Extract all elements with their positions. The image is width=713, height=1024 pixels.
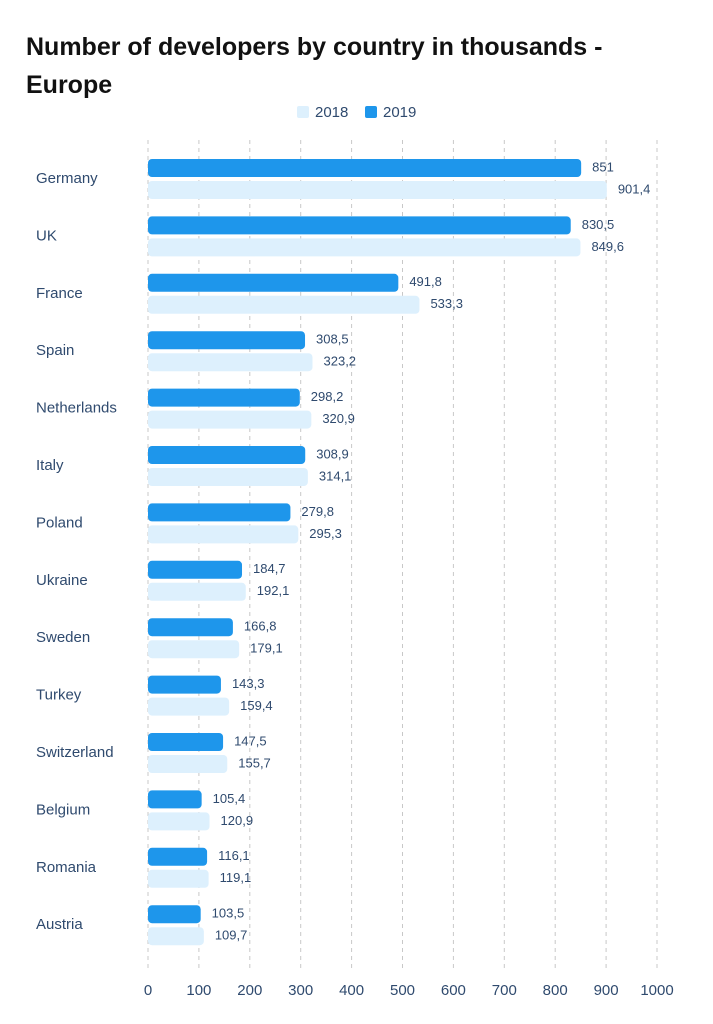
x-tick-label: 200 (237, 982, 262, 999)
value-label: 143,3 (232, 676, 265, 691)
x-tick-label: 800 (543, 982, 568, 999)
x-tick-label: 900 (594, 982, 619, 999)
value-label: 105,4 (213, 791, 246, 806)
x-tick-label: 500 (390, 982, 415, 999)
y-tick-label: Austria (36, 916, 83, 933)
value-label: 320,9 (322, 411, 355, 426)
legend-swatch (297, 106, 309, 118)
bar (148, 618, 233, 637)
legend-swatch (365, 106, 377, 118)
x-tick-label: 1000 (640, 982, 673, 999)
bar (148, 331, 306, 350)
value-label: 103,5 (212, 906, 245, 921)
y-tick-label: Netherlands (36, 400, 117, 417)
y-tick-label: Sweden (36, 629, 90, 646)
bar (148, 353, 313, 372)
value-label: 109,7 (215, 928, 248, 943)
bar (148, 295, 420, 314)
bar (148, 812, 210, 831)
bar (148, 905, 201, 924)
x-tick-label: 400 (339, 982, 364, 999)
value-label: 147,5 (234, 733, 267, 748)
value-label: 155,7 (238, 755, 271, 770)
bar (148, 697, 230, 716)
y-tick-label: Italy (36, 457, 64, 474)
value-label: 116,1 (218, 848, 250, 863)
y-tick-label: Romania (36, 859, 97, 876)
bar (148, 582, 246, 601)
legend-label: 2019 (383, 104, 416, 121)
value-label: 179,1 (250, 641, 283, 656)
value-label: 491,8 (409, 274, 442, 289)
bar (148, 869, 209, 888)
chart-title: Number of developers by country in thous… (26, 33, 603, 99)
bar (148, 790, 202, 809)
value-label: 849,6 (591, 239, 624, 254)
bar (148, 273, 399, 292)
bar (148, 640, 240, 659)
x-tick-label: 700 (492, 982, 517, 999)
bar (148, 238, 581, 257)
bar (148, 755, 228, 773)
bar (148, 410, 312, 429)
value-label: 166,8 (244, 619, 277, 634)
value-label: 295,3 (309, 526, 342, 541)
legend-label: 2018 (315, 104, 348, 121)
value-label: 851 (592, 159, 614, 174)
bar (148, 525, 299, 544)
bar (148, 388, 300, 407)
x-tick-label: 100 (186, 982, 211, 999)
value-label: 119,1 (220, 870, 252, 885)
bar (148, 468, 308, 486)
value-label: 120,9 (221, 813, 254, 828)
value-label: 192,1 (257, 583, 290, 598)
bar (148, 216, 571, 235)
value-label: 298,2 (311, 389, 344, 404)
bar (148, 560, 243, 579)
bar (148, 847, 208, 866)
y-tick-label: Spain (36, 342, 74, 359)
value-label: 314,1 (319, 468, 352, 483)
value-label: 308,9 (316, 446, 349, 461)
value-label: 533,3 (430, 296, 463, 311)
bar (148, 159, 582, 177)
x-tick-label: 0 (144, 982, 152, 999)
bar (148, 927, 204, 946)
value-label: 308,5 (316, 332, 349, 347)
bar (148, 446, 306, 464)
value-label: 184,7 (253, 561, 286, 576)
bar (148, 181, 607, 199)
y-tick-label: France (36, 285, 83, 302)
y-tick-label: Turkey (36, 687, 82, 704)
y-tick-label: Belgium (36, 801, 90, 818)
value-label: 901,4 (618, 181, 651, 196)
y-tick-label: Germany (36, 170, 98, 187)
value-label: 159,4 (240, 698, 273, 713)
value-label: 830,5 (582, 217, 615, 232)
value-label: 323,2 (324, 354, 357, 369)
y-tick-label: UK (36, 227, 57, 244)
x-tick-label: 600 (441, 982, 466, 999)
y-tick-label: Poland (36, 514, 83, 531)
bar (148, 503, 291, 522)
y-tick-label: Ukraine (36, 572, 88, 589)
bar (148, 733, 224, 751)
bar (148, 675, 221, 694)
y-tick-label: Switzerland (36, 744, 114, 761)
x-tick-label: 300 (288, 982, 313, 999)
value-label: 279,8 (301, 504, 334, 519)
